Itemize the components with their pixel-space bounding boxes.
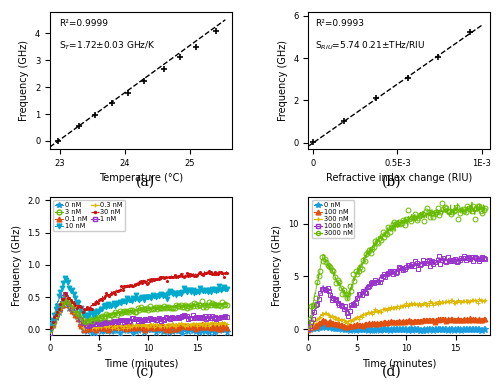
X-axis label: Time (minutes): Time (minutes): [104, 359, 178, 369]
Text: S$_{RIU}$=5.74 0.21±THz/RIU: S$_{RIU}$=5.74 0.21±THz/RIU: [316, 39, 426, 52]
Y-axis label: Frequency (GHz): Frequency (GHz): [278, 40, 287, 121]
X-axis label: Refractive index change (RIU): Refractive index change (RIU): [326, 173, 472, 183]
Y-axis label: Frequency (GHz): Frequency (GHz): [12, 225, 22, 307]
Text: S$_{T}$=1.72±0.03 GHz/K: S$_{T}$=1.72±0.03 GHz/K: [59, 39, 156, 52]
Text: (c): (c): [136, 365, 155, 379]
Y-axis label: Frequency (GHz): Frequency (GHz): [272, 225, 282, 307]
Text: R²=0.9993: R²=0.9993: [316, 19, 364, 28]
Y-axis label: Frequency (GHz): Frequency (GHz): [20, 40, 30, 121]
X-axis label: Temperature (°C): Temperature (°C): [99, 173, 183, 183]
Text: (a): (a): [136, 174, 155, 188]
Legend: 0 nM, 100 nM, 300 nM, 1000 nM, 3000 nM: 0 nM, 100 nM, 300 nM, 1000 nM, 3000 nM: [312, 200, 354, 238]
X-axis label: Time (minutes): Time (minutes): [362, 359, 436, 369]
Text: (b): (b): [382, 174, 402, 188]
Legend: 0 nM, 3 nM, 0.1 nM, 10 nM, 0.3 nM, 30 nM, 1 nM: 0 nM, 3 nM, 0.1 nM, 10 nM, 0.3 nM, 30 nM…: [54, 200, 125, 231]
Text: R²=0.9999: R²=0.9999: [59, 19, 108, 28]
Text: (d): (d): [382, 365, 402, 379]
